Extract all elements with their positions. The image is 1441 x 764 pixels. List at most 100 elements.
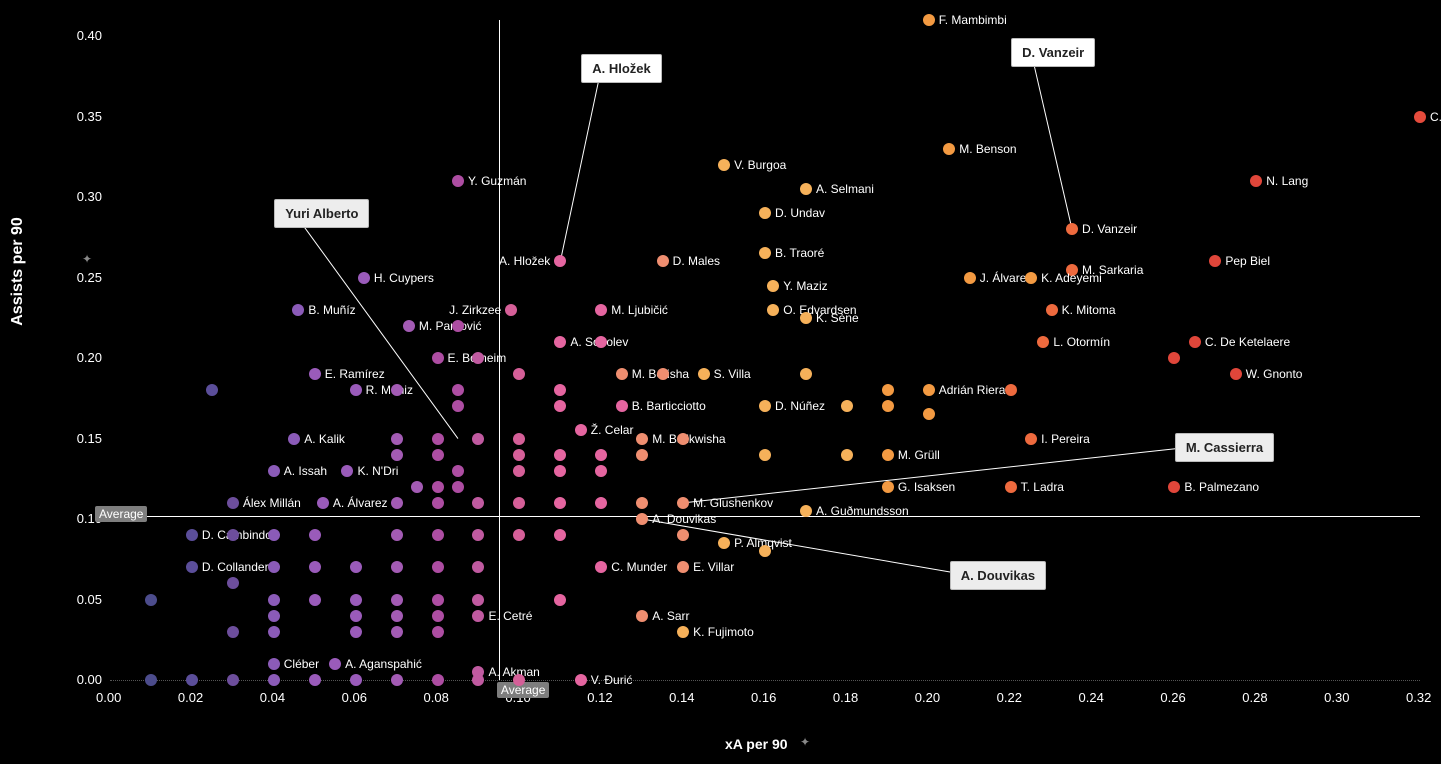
data-point[interactable] [882, 481, 894, 493]
data-point[interactable] [841, 449, 853, 461]
data-point[interactable] [718, 159, 730, 171]
data-point[interactable] [227, 529, 239, 541]
data-point[interactable] [391, 594, 403, 606]
data-point[interactable] [358, 272, 370, 284]
data-point[interactable] [1250, 175, 1262, 187]
data-point[interactable] [636, 449, 648, 461]
data-point[interactable] [391, 449, 403, 461]
data-point[interactable] [800, 183, 812, 195]
data-point[interactable] [309, 561, 321, 573]
data-point[interactable] [718, 537, 730, 549]
data-point[interactable] [1189, 336, 1201, 348]
data-point[interactable] [759, 449, 771, 461]
data-point[interactable] [677, 433, 689, 445]
data-point[interactable] [616, 368, 628, 380]
data-point[interactable] [292, 304, 304, 316]
data-point[interactable] [472, 561, 484, 573]
data-point[interactable] [1046, 304, 1058, 316]
data-point[interactable] [513, 529, 525, 541]
data-point[interactable] [513, 449, 525, 461]
data-point[interactable] [1066, 223, 1078, 235]
data-point[interactable] [943, 143, 955, 155]
data-point[interactable] [759, 545, 771, 557]
data-point[interactable] [964, 272, 976, 284]
data-point[interactable] [309, 594, 321, 606]
data-point[interactable] [767, 280, 779, 292]
data-point[interactable] [432, 561, 444, 573]
data-point[interactable] [923, 384, 935, 396]
data-point[interactable] [513, 465, 525, 477]
data-point[interactable] [616, 400, 628, 412]
data-point[interactable] [472, 610, 484, 622]
data-point[interactable] [206, 384, 218, 396]
data-point[interactable] [595, 465, 607, 477]
data-point[interactable] [882, 384, 894, 396]
data-point[interactable] [432, 594, 444, 606]
data-point[interactable] [1209, 255, 1221, 267]
data-point[interactable] [800, 368, 812, 380]
data-point[interactable] [677, 529, 689, 541]
data-point[interactable] [472, 594, 484, 606]
data-point[interactable] [268, 626, 280, 638]
data-point[interactable] [1025, 272, 1037, 284]
data-point[interactable] [391, 561, 403, 573]
data-point[interactable] [472, 497, 484, 509]
data-point[interactable] [800, 505, 812, 517]
data-point[interactable] [923, 14, 935, 26]
data-point[interactable] [452, 320, 464, 332]
data-point[interactable] [1168, 481, 1180, 493]
data-point[interactable] [575, 674, 587, 686]
data-point[interactable] [698, 368, 710, 380]
data-point[interactable] [350, 626, 362, 638]
data-point[interactable] [575, 424, 587, 436]
data-point[interactable] [452, 481, 464, 493]
data-point[interactable] [411, 481, 423, 493]
data-point[interactable] [1037, 336, 1049, 348]
data-point[interactable] [636, 497, 648, 509]
data-point[interactable] [391, 497, 403, 509]
data-point[interactable] [1168, 352, 1180, 364]
data-point[interactable] [350, 610, 362, 622]
data-point[interactable] [767, 304, 779, 316]
data-point[interactable] [268, 594, 280, 606]
data-point[interactable] [227, 626, 239, 638]
data-point[interactable] [554, 465, 566, 477]
data-point[interactable] [403, 320, 415, 332]
data-point[interactable] [452, 384, 464, 396]
data-point[interactable] [391, 384, 403, 396]
data-point[interactable] [800, 312, 812, 324]
data-point[interactable] [317, 497, 329, 509]
data-point[interactable] [882, 449, 894, 461]
data-point[interactable] [268, 610, 280, 622]
data-point[interactable] [309, 529, 321, 541]
data-point[interactable] [268, 674, 280, 686]
data-point[interactable] [1005, 481, 1017, 493]
data-point[interactable] [657, 368, 669, 380]
data-point[interactable] [309, 368, 321, 380]
data-point[interactable] [452, 175, 464, 187]
data-point[interactable] [1414, 111, 1426, 123]
data-point[interactable] [554, 529, 566, 541]
data-point[interactable] [145, 594, 157, 606]
data-point[interactable] [636, 610, 648, 622]
data-point[interactable] [636, 433, 648, 445]
data-point[interactable] [268, 465, 280, 477]
data-point[interactable] [391, 433, 403, 445]
data-point[interactable] [472, 674, 484, 686]
data-point[interactable] [186, 561, 198, 573]
data-point[interactable] [186, 529, 198, 541]
data-point[interactable] [391, 610, 403, 622]
data-point[interactable] [268, 529, 280, 541]
data-point[interactable] [227, 577, 239, 589]
data-point[interactable] [432, 610, 444, 622]
data-point[interactable] [1025, 433, 1037, 445]
data-point[interactable] [145, 674, 157, 686]
data-point[interactable] [268, 561, 280, 573]
data-point[interactable] [350, 674, 362, 686]
data-point[interactable] [341, 465, 353, 477]
data-point[interactable] [432, 352, 444, 364]
data-point[interactable] [391, 529, 403, 541]
data-point[interactable] [554, 400, 566, 412]
data-point[interactable] [759, 247, 771, 259]
data-point[interactable] [505, 304, 517, 316]
